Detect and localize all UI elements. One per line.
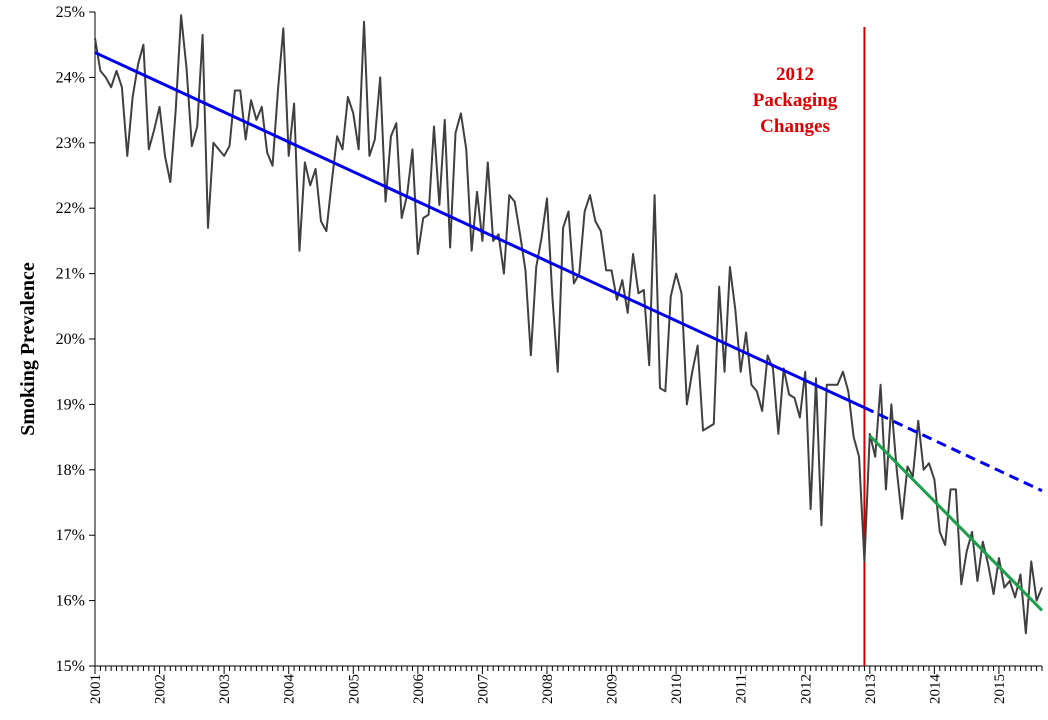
y-axis-title: Smoking Prevalence bbox=[17, 262, 39, 436]
annotation-line-1: 2012 bbox=[776, 64, 814, 85]
y-tick-label: 16% bbox=[56, 593, 85, 610]
y-tick-label: 24% bbox=[56, 69, 85, 86]
pre-2012-trend-line bbox=[94, 51, 866, 410]
y-tick-label: 23% bbox=[56, 135, 85, 152]
x-tick-label: 2003 bbox=[217, 674, 233, 704]
monthly-prevalence-series-line bbox=[94, 14, 1043, 635]
annotation-line-3: Changes bbox=[760, 116, 830, 137]
y-tick-label: 20% bbox=[56, 331, 85, 348]
y-tick-label: 17% bbox=[56, 527, 85, 544]
x-tick-label: 2006 bbox=[411, 674, 427, 705]
x-tick-label: 2015 bbox=[992, 674, 1008, 704]
y-tick-label: 15% bbox=[56, 658, 85, 675]
x-tick-label: 2005 bbox=[346, 674, 362, 704]
x-tick-label: 2009 bbox=[605, 674, 621, 704]
y-tick-label: 18% bbox=[56, 462, 85, 479]
x-tick-label: 2014 bbox=[927, 674, 943, 705]
annotation-line-2: Packaging bbox=[753, 90, 838, 111]
x-tick-label: 2004 bbox=[282, 674, 298, 705]
post-2012-trend-line bbox=[868, 434, 1044, 612]
y-tick-label: 19% bbox=[56, 396, 85, 413]
y-tick-label: 25% bbox=[56, 4, 85, 21]
x-tick-label: 2011 bbox=[734, 674, 750, 703]
x-tick-label: 2008 bbox=[540, 674, 556, 704]
x-tick-label: 2002 bbox=[153, 674, 169, 704]
x-tick-label: 2012 bbox=[798, 674, 814, 704]
x-tick-label: 2007 bbox=[475, 674, 491, 705]
y-tick-label: 22% bbox=[56, 200, 85, 217]
x-tick-label: 2013 bbox=[863, 674, 879, 704]
projected-trend-dashed-line bbox=[863, 406, 1043, 493]
y-tick-label: 21% bbox=[56, 266, 85, 283]
x-tick-label: 2001 bbox=[88, 674, 104, 704]
x-tick-label: 2010 bbox=[669, 674, 685, 704]
